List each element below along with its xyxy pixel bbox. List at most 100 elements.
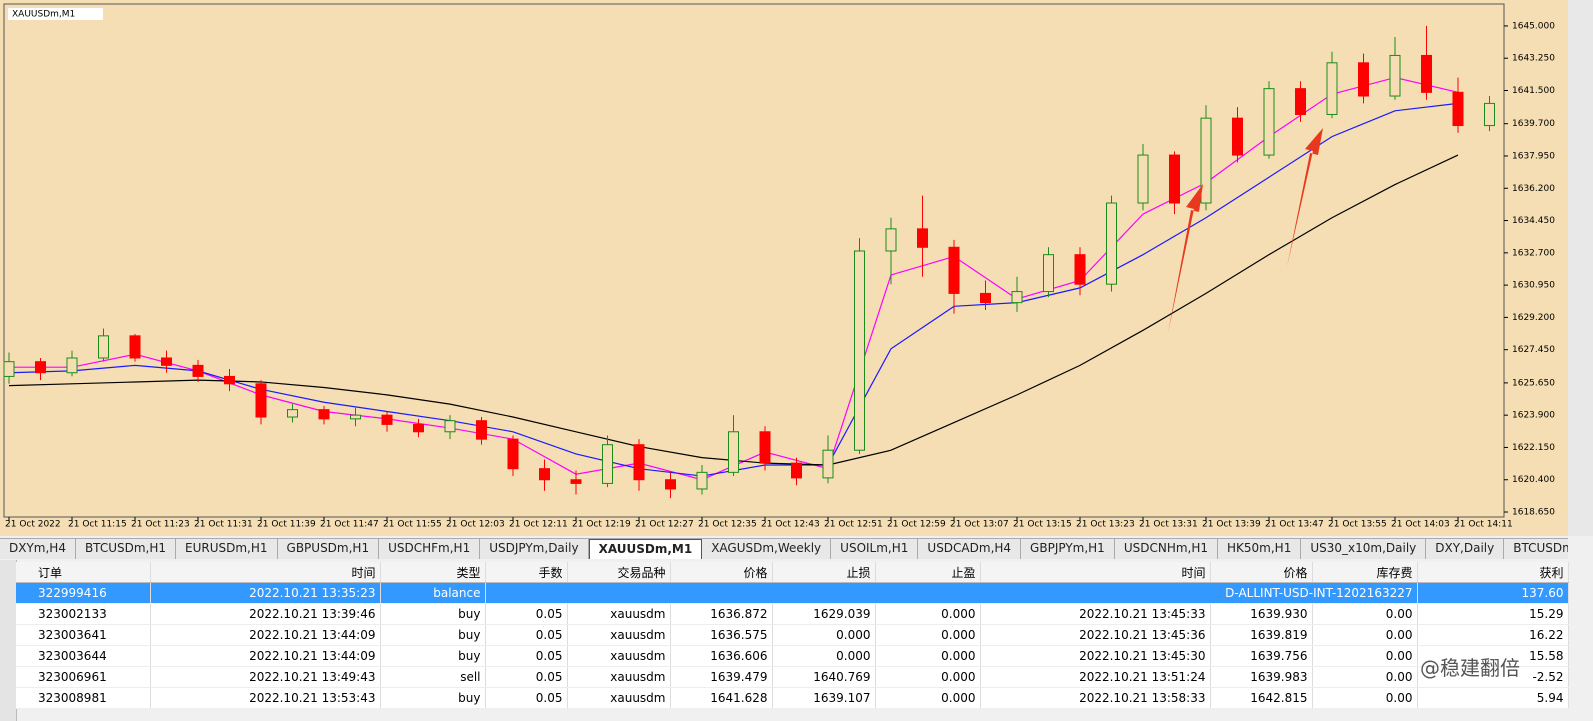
cell: 0.000	[875, 666, 981, 688]
tab[interactable]: USDJPYm,Daily	[480, 539, 589, 559]
tab[interactable]: USDCHFm,H1	[379, 539, 481, 559]
tab[interactable]: GBPJPYm,H1	[1021, 539, 1115, 559]
x-tick-label: 21 Oct 11:39	[257, 520, 316, 530]
candle-body	[1452, 91, 1464, 127]
cell: 137.60	[1417, 582, 1569, 604]
tab[interactable]: GBPUSDm,H1	[278, 539, 380, 559]
history-table: 订单 时间 类型 手数 交易品种 价格 止损 止盈 时间 价格 库存费 获利 322999416 2022…	[16, 562, 1569, 709]
candle-body	[1389, 54, 1401, 97]
y-tick-label: 1634.450	[1512, 216, 1555, 226]
candle-body	[1358, 62, 1369, 97]
cell: 2022.10.21 13:45:33	[980, 603, 1211, 625]
tab[interactable]: DXY,Daily	[1426, 539, 1505, 559]
column-header[interactable]: 价格	[670, 562, 773, 583]
candle-body	[1169, 154, 1180, 204]
tab[interactable]: XAGUSDm,Weekly	[702, 539, 832, 559]
candle-body	[602, 444, 613, 484]
tab[interactable]: HK50m,H1	[1218, 539, 1302, 559]
column-header[interactable]: 时间	[150, 562, 381, 583]
tab[interactable]: EURUSDm,H1	[176, 539, 278, 559]
tab[interactable]: USDCADm,H4	[918, 539, 1022, 559]
y-tick-label: 1629.200	[1512, 313, 1555, 323]
tab[interactable]: BTCUSDm	[1504, 539, 1568, 559]
tab[interactable]: USOILm,H1	[831, 539, 919, 559]
candle-body	[381, 414, 393, 425]
tab[interactable]: BTCUSDm,H1	[76, 539, 176, 559]
column-header[interactable]: 价格	[1210, 562, 1313, 583]
x-tick-label: 21 Oct 11:23	[131, 520, 190, 530]
tab[interactable]: XAUUSDm,M1	[588, 539, 703, 559]
column-header[interactable]: 交易品种	[567, 562, 671, 583]
cell: D-ALLINT-USD-INT-1202163227	[485, 582, 1418, 604]
x-tick-label: 21 Oct 14:11	[1454, 520, 1513, 530]
column-header[interactable]: 止盈	[875, 562, 981, 583]
candle-body	[539, 468, 550, 481]
table-row[interactable]: 323002133 2022.10.21 13:39:46 buy 0.05 xauus…	[16, 603, 1569, 625]
cell: xauusdm	[567, 666, 671, 688]
cell: 323003644	[16, 645, 151, 667]
tab[interactable]: US30_x10m,Daily	[1301, 539, 1427, 559]
candle-body	[224, 375, 235, 385]
x-tick-label: 21 Oct 13:55	[1328, 520, 1387, 530]
cell: -2.52	[1417, 666, 1569, 688]
tab[interactable]: USDCNHm,H1	[1115, 539, 1219, 559]
y-tick-label: 1643.250	[1512, 54, 1555, 64]
x-tick-label: 21 Oct 12:43	[761, 520, 820, 530]
cell: 2022.10.21 13:53:43	[150, 687, 381, 709]
cell: buy	[380, 687, 486, 709]
watermark: @稳建翻倍	[1420, 656, 1520, 680]
cell: 2022.10.21 13:58:33	[980, 687, 1211, 709]
x-tick-label: 21 Oct 14:03	[1391, 520, 1450, 530]
y-tick-label: 1637.950	[1512, 151, 1555, 161]
candle-body	[885, 228, 897, 252]
table-row[interactable]: 323006961 2022.10.21 13:49:43 sell 0.05 xauu…	[16, 666, 1569, 688]
candle-body	[3, 361, 15, 377]
column-header[interactable]: 库存费	[1312, 562, 1418, 583]
cell: 0.00	[1312, 687, 1418, 709]
table-row[interactable]: 323003644 2022.10.21 13:44:09 buy 0.05 xauus…	[16, 645, 1569, 667]
column-header[interactable]: 止损	[772, 562, 876, 583]
candle-body	[161, 357, 172, 366]
candle-body	[854, 250, 865, 451]
column-header[interactable]: 时间	[980, 562, 1211, 583]
candle-body	[1421, 54, 1432, 93]
tab[interactable]: DXYm,H4	[0, 539, 76, 559]
candle-body	[1106, 202, 1117, 285]
cell: buy	[380, 603, 486, 625]
candle-body	[917, 228, 928, 248]
y-tick-label: 1645.000	[1512, 21, 1555, 31]
table-row[interactable]: 322999416 2022.10.21 13:35:23 balance D-ALL…	[16, 582, 1569, 604]
sidebar	[0, 560, 17, 721]
cell: 0.05	[485, 624, 568, 646]
cell: 0.00	[1312, 603, 1418, 625]
candle-body	[350, 414, 361, 420]
candle-body	[570, 479, 582, 484]
scrollbar	[1568, 0, 1593, 536]
candle-body	[980, 292, 991, 304]
cell: buy	[380, 624, 486, 646]
candle-body	[66, 357, 78, 374]
x-tick-label: 21 Oct 13:31	[1139, 520, 1198, 530]
table-row[interactable]: 323003641 2022.10.21 13:44:09 buy 0.05 xauus…	[16, 624, 1569, 646]
column-header[interactable]: 获利	[1417, 562, 1569, 583]
y-tick-label: 1620.400	[1512, 475, 1555, 485]
table-row[interactable]: 323008981 2022.10.21 13:53:43 buy 0.05 xauus…	[16, 687, 1569, 709]
cell: 1639.983	[1210, 666, 1313, 688]
column-header[interactable]: 订单	[16, 562, 151, 583]
candle-body	[255, 383, 267, 418]
chart-bg	[0, 0, 1568, 536]
column-header[interactable]: 类型	[380, 562, 486, 583]
x-tick-label: 21 Oct 11:55	[383, 520, 442, 530]
cell: 1639.930	[1210, 603, 1313, 625]
cell: 2022.10.21 13:44:09	[150, 624, 381, 646]
cell: 1640.769	[772, 666, 876, 688]
cell: balance	[380, 582, 486, 604]
y-tick-label: 1627.450	[1512, 345, 1555, 355]
cell: 0.000	[772, 624, 876, 646]
cell: buy	[380, 645, 486, 667]
column-header[interactable]: 手数	[485, 562, 568, 583]
cell: 2022.10.21 13:39:46	[150, 603, 381, 625]
tabs[interactable]: DXYm,H4 BTCUSDm,H1 EURUSDm,H1 GBPUSDm,H1 USD…	[0, 538, 1568, 559]
y-tick-label: 1639.700	[1512, 119, 1555, 129]
cell: xauusdm	[567, 687, 671, 709]
